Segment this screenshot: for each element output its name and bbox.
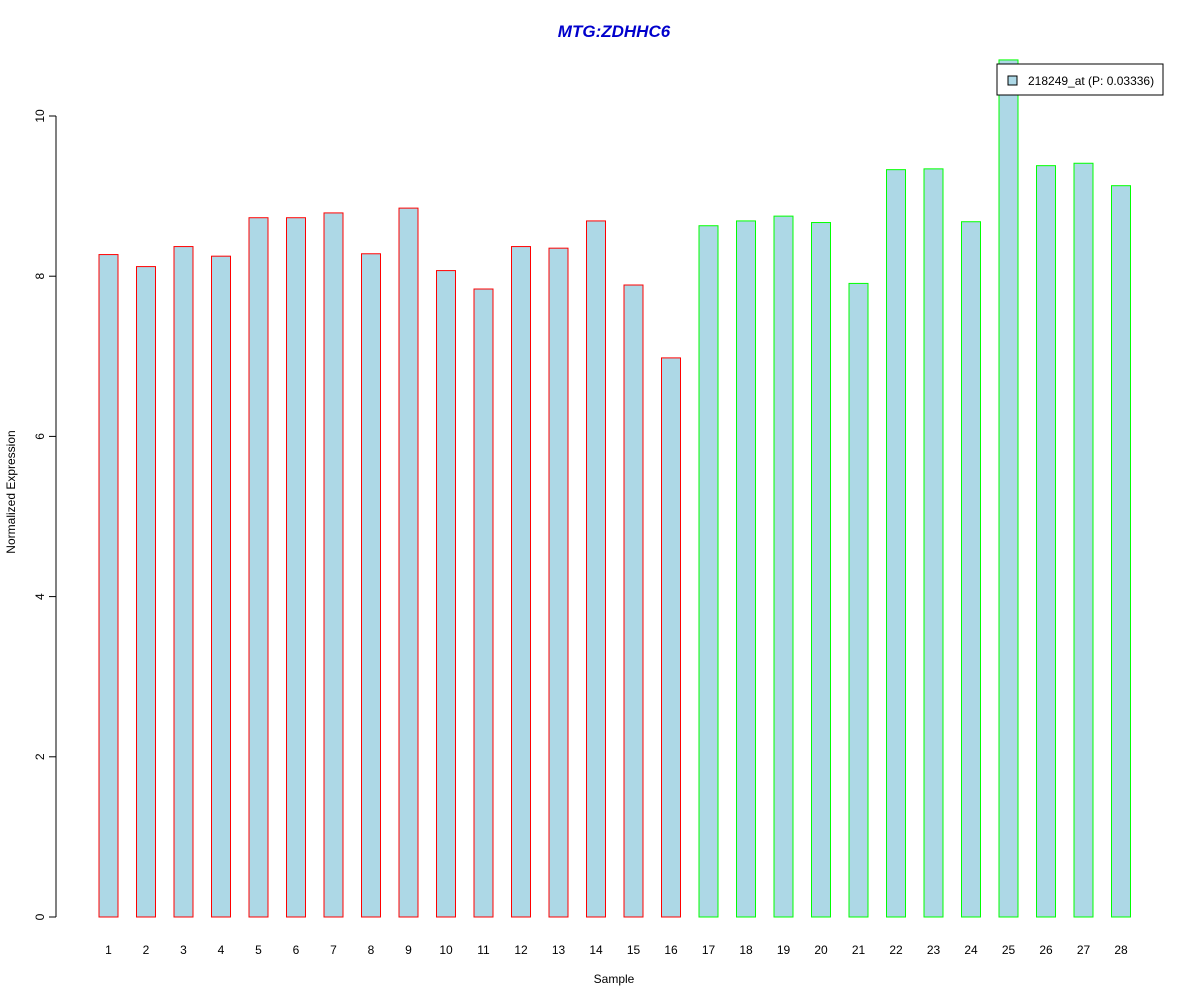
bar bbox=[98, 254, 119, 918]
x-tick-label: 12 bbox=[514, 943, 528, 957]
bar bbox=[548, 247, 569, 918]
y-tick-label: 10 bbox=[33, 109, 47, 123]
bar bbox=[848, 282, 869, 918]
x-tick-label: 9 bbox=[405, 943, 412, 957]
bar bbox=[773, 215, 794, 918]
x-tick-label: 1 bbox=[105, 943, 112, 957]
x-tick-label: 6 bbox=[293, 943, 300, 957]
x-tick-label: 28 bbox=[1114, 943, 1128, 957]
bar bbox=[361, 253, 381, 918]
x-tick-label: 23 bbox=[927, 943, 941, 957]
x-tick-label: 22 bbox=[889, 943, 903, 957]
y-axis-label: Normalized Expression bbox=[4, 430, 18, 553]
bars bbox=[98, 59, 1131, 918]
bar bbox=[211, 255, 231, 918]
x-tick-label: 16 bbox=[664, 943, 678, 957]
bar bbox=[998, 59, 1019, 918]
bar bbox=[398, 207, 419, 918]
legend-label: 218249_at (P: 0.03336) bbox=[1028, 74, 1154, 88]
y-axis: 0 2 4 6 8 10 bbox=[33, 109, 57, 920]
bar bbox=[436, 270, 456, 918]
bar bbox=[623, 284, 644, 918]
bar bbox=[923, 168, 944, 918]
bar bbox=[511, 246, 531, 918]
bar bbox=[886, 169, 906, 918]
x-tick-label: 3 bbox=[180, 943, 187, 957]
x-tick-label: 11 bbox=[477, 943, 490, 957]
y-tick-label: 2 bbox=[33, 753, 47, 760]
x-axis-label: Sample bbox=[594, 972, 635, 986]
x-tick-label: 17 bbox=[702, 943, 716, 957]
x-tick-label: 25 bbox=[1002, 943, 1016, 957]
bar bbox=[811, 222, 831, 918]
y-tick-label: 6 bbox=[33, 433, 47, 440]
bar bbox=[1036, 165, 1056, 918]
bar bbox=[661, 357, 681, 918]
x-tick-label: 27 bbox=[1077, 943, 1091, 957]
x-tick-label: 19 bbox=[777, 943, 791, 957]
x-tick-labels: 1 2 3 4 5 6 7 8 9 10 11 12 13 14 15 16 17 18 19 20 21 22 23 24 2… bbox=[105, 943, 1128, 957]
legend-box bbox=[996, 63, 1164, 96]
x-tick-label: 26 bbox=[1039, 943, 1053, 957]
x-tick-label: 7 bbox=[330, 943, 337, 957]
x-tick-label: 8 bbox=[368, 943, 375, 957]
bar bbox=[473, 288, 494, 918]
x-tick-label: 20 bbox=[814, 943, 828, 957]
x-tick-label: 15 bbox=[627, 943, 641, 957]
legend: 218249_at (P: 0.03336) bbox=[996, 63, 1164, 96]
x-tick-label: 2 bbox=[143, 943, 150, 957]
y-tick-label: 8 bbox=[33, 273, 47, 280]
x-tick-label: 5 bbox=[255, 943, 262, 957]
bar bbox=[323, 212, 344, 918]
bar bbox=[736, 220, 756, 918]
bar bbox=[698, 225, 719, 918]
bar bbox=[586, 220, 606, 918]
x-tick-label: 24 bbox=[964, 943, 978, 957]
x-tick-label: 18 bbox=[739, 943, 753, 957]
bar bbox=[173, 246, 194, 918]
x-tick-label: 13 bbox=[552, 943, 566, 957]
bar bbox=[286, 217, 306, 918]
legend-swatch bbox=[1007, 75, 1018, 86]
y-tick-label: 4 bbox=[33, 593, 47, 600]
y-tick-label: 0 bbox=[33, 913, 47, 920]
bar bbox=[1111, 185, 1131, 918]
x-tick-label: 10 bbox=[439, 943, 453, 957]
bar bbox=[961, 221, 981, 918]
bar bbox=[248, 217, 269, 918]
chart-title: MTG:ZDHHC6 bbox=[558, 22, 671, 41]
bar bbox=[1073, 162, 1094, 918]
x-tick-label: 21 bbox=[852, 943, 866, 957]
x-tick-label: 14 bbox=[589, 943, 603, 957]
x-tick-label: 4 bbox=[218, 943, 225, 957]
bar bbox=[136, 266, 156, 918]
